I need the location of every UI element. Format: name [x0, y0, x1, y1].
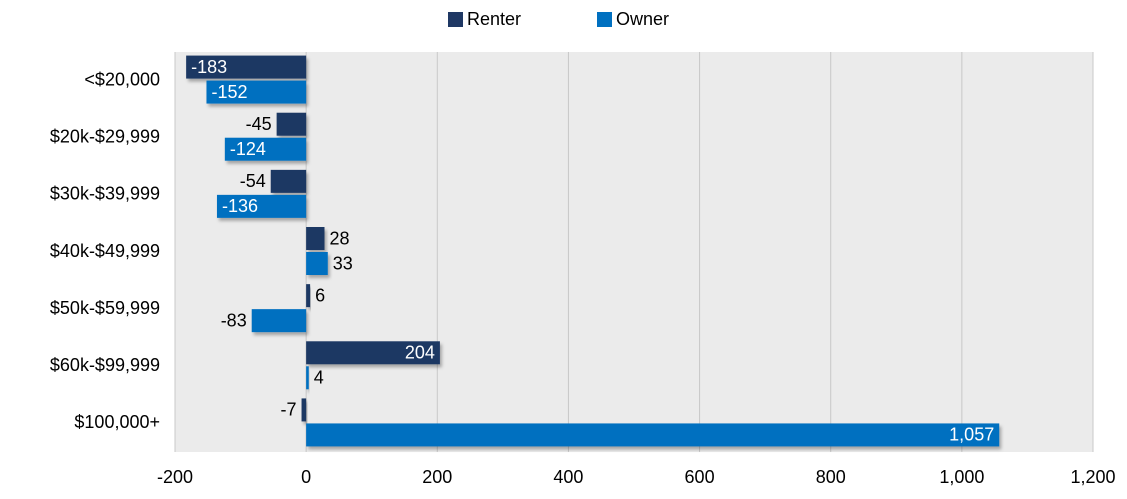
bar: [306, 284, 311, 308]
bar: [306, 423, 1000, 447]
data-label: 28: [330, 228, 350, 248]
plot-area: [175, 52, 1093, 452]
x-tick-label: 1,000: [939, 467, 984, 487]
bar: [306, 227, 325, 250]
y-tick-label: $100,000+: [74, 412, 160, 432]
data-label: 1,057: [949, 425, 994, 445]
bar: [216, 194, 307, 218]
x-tick-label: 800: [816, 467, 846, 487]
y-tick-label: $40k-$49,999: [50, 241, 160, 261]
bar: [251, 309, 307, 333]
legend-swatch: [448, 12, 463, 27]
data-label: -45: [246, 114, 272, 134]
legend-swatch: [597, 12, 612, 27]
y-tick-label: $30k-$39,999: [50, 184, 160, 204]
x-tick-label: 0: [301, 467, 311, 487]
x-tick-label: 600: [685, 467, 715, 487]
bar: [301, 398, 307, 422]
y-tick-label: <$20,000: [84, 69, 160, 89]
bar: [306, 252, 328, 275]
bar: [270, 169, 307, 193]
data-label: -83: [221, 310, 247, 330]
data-label: -124: [230, 139, 266, 159]
data-label: 6: [315, 285, 325, 305]
y-tick-label: $60k-$99,999: [50, 355, 160, 375]
data-label: 4: [314, 368, 324, 388]
bar: [306, 341, 440, 365]
bar: [224, 137, 307, 161]
legend-label: Renter: [467, 9, 521, 29]
bar: [186, 55, 307, 79]
bar: [306, 366, 309, 390]
x-tick-label: 200: [422, 467, 452, 487]
x-tick-label: 400: [553, 467, 583, 487]
y-tick-label: $50k-$59,999: [50, 298, 160, 318]
bar: [206, 80, 307, 104]
data-label: -183: [191, 57, 227, 77]
legend-label: Owner: [616, 9, 669, 29]
data-label: -7: [281, 400, 297, 420]
data-label: -54: [240, 171, 266, 191]
x-tick-label: 1,200: [1070, 467, 1115, 487]
data-label: 204: [405, 343, 435, 363]
data-label: 33: [333, 253, 353, 273]
data-label: -136: [222, 196, 258, 216]
x-tick-label: -200: [157, 467, 193, 487]
bar: [276, 112, 307, 136]
data-label: -152: [211, 82, 247, 102]
y-tick-label: $20k-$29,999: [50, 126, 160, 146]
